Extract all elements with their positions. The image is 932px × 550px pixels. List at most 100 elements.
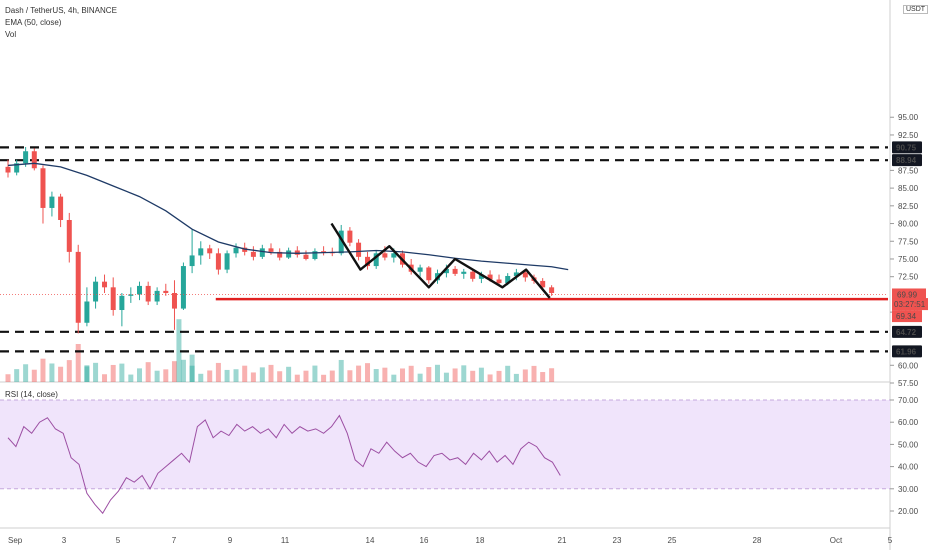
candle-body xyxy=(110,287,116,311)
ema-legend: EMA (50, close) xyxy=(5,18,62,27)
time-tick-label: 3 xyxy=(62,536,67,545)
candle-body xyxy=(31,151,37,169)
candle-body xyxy=(312,251,318,259)
candle-body xyxy=(14,163,20,173)
candle-body xyxy=(452,268,458,274)
price-tick-label: 72.50 xyxy=(898,273,919,282)
time-tick-label: 9 xyxy=(228,536,233,545)
volume-bar xyxy=(478,367,484,382)
symbol-title: Dash / TetherUS, 4h, BINANCE xyxy=(5,6,117,15)
volume-bar xyxy=(365,363,371,382)
volume-bar xyxy=(443,372,449,382)
time-tick-label: 25 xyxy=(668,536,677,545)
currency-badge[interactable]: USDT xyxy=(903,5,929,14)
volume-bar xyxy=(434,364,440,382)
rsi-tick-label: 30.00 xyxy=(898,485,919,494)
rsi-tick-label: 70.00 xyxy=(898,396,919,405)
time-tick-label: 7 xyxy=(172,536,177,545)
volume-bar xyxy=(294,374,300,382)
price-tick-label: 85.00 xyxy=(898,184,919,193)
price-tick-label: 77.50 xyxy=(898,237,919,246)
candle-body xyxy=(189,255,195,267)
candle-body xyxy=(356,242,362,257)
volume-bar xyxy=(487,374,493,382)
time-tick-label: Oct xyxy=(830,536,843,545)
current-price-badge xyxy=(892,288,926,301)
time-tick-label: 23 xyxy=(613,536,622,545)
price-tick-label: 87.50 xyxy=(898,166,919,175)
volume-bar xyxy=(496,370,502,382)
volume-bar xyxy=(154,370,160,382)
current-price-label: 69.99 xyxy=(897,290,918,299)
volume-bar xyxy=(171,361,177,382)
volume-bar xyxy=(312,365,318,382)
level-badge-label: 88.94 xyxy=(896,156,917,165)
volume-bar xyxy=(373,369,379,382)
rsi-tick-label: 60.00 xyxy=(898,418,919,427)
volume-bar xyxy=(128,374,134,382)
level-badge xyxy=(892,154,922,167)
volume-bar xyxy=(347,370,353,382)
volume-bar xyxy=(303,370,309,382)
volume-bar xyxy=(137,368,142,382)
level-badge xyxy=(892,141,922,154)
volume-bar xyxy=(513,373,519,382)
time-tick-label: 16 xyxy=(420,536,429,545)
level-badge xyxy=(892,325,922,338)
candle-body xyxy=(154,290,160,302)
volume-bar xyxy=(163,369,169,382)
candle-body xyxy=(286,250,292,258)
volume-bar xyxy=(522,369,528,382)
candle-body xyxy=(382,253,388,258)
time-tick-label: Sep xyxy=(8,536,23,545)
volume-spike xyxy=(189,354,195,382)
time-tick-label: 5 xyxy=(116,536,121,545)
candle-body xyxy=(365,256,371,267)
volume-bar xyxy=(84,366,90,382)
candle-body xyxy=(522,272,528,278)
volume-bar xyxy=(58,366,64,382)
rsi-tick-label: 50.00 xyxy=(898,440,919,449)
ema-line xyxy=(7,162,569,271)
pattern-zigzag xyxy=(330,222,551,299)
rsi-legend: RSI (14, close) xyxy=(5,390,58,399)
candle-body xyxy=(93,281,99,302)
volume-bar xyxy=(215,362,221,382)
volume-bar xyxy=(102,374,108,382)
candle-body xyxy=(242,247,248,252)
candle-body xyxy=(268,248,274,252)
candle-body xyxy=(49,196,55,208)
price-tick-label: 75.00 xyxy=(898,255,919,264)
candle-body xyxy=(417,267,423,272)
volume-bar xyxy=(180,359,186,382)
volume-bar xyxy=(549,368,555,382)
candle-body xyxy=(321,251,327,253)
candle-body xyxy=(443,268,449,274)
candle-body xyxy=(84,301,90,323)
candle-body xyxy=(23,151,29,164)
volume-bar xyxy=(356,365,362,382)
candle-body xyxy=(128,294,134,296)
candle-body xyxy=(119,295,125,311)
candle-body xyxy=(470,271,476,279)
candle-body xyxy=(347,230,353,243)
volume-bar xyxy=(23,364,29,382)
volume-bar xyxy=(338,359,344,382)
level-badge-label: 64.72 xyxy=(896,328,917,337)
volume-bar xyxy=(452,368,458,382)
volume-bar xyxy=(470,370,476,382)
volume-bar xyxy=(110,364,116,382)
candle-body xyxy=(250,251,256,257)
time-tick-label: 28 xyxy=(753,536,762,545)
volume-bar xyxy=(31,369,37,382)
volume-spike xyxy=(84,365,90,382)
rsi-line xyxy=(7,414,561,515)
candle-body xyxy=(233,247,239,254)
time-tick-label: 14 xyxy=(366,536,375,545)
level-badge-label: 61.96 xyxy=(896,347,917,356)
volume-bar xyxy=(408,365,414,382)
rsi-tick-label: 40.00 xyxy=(898,463,919,472)
volume-bar xyxy=(391,374,397,382)
